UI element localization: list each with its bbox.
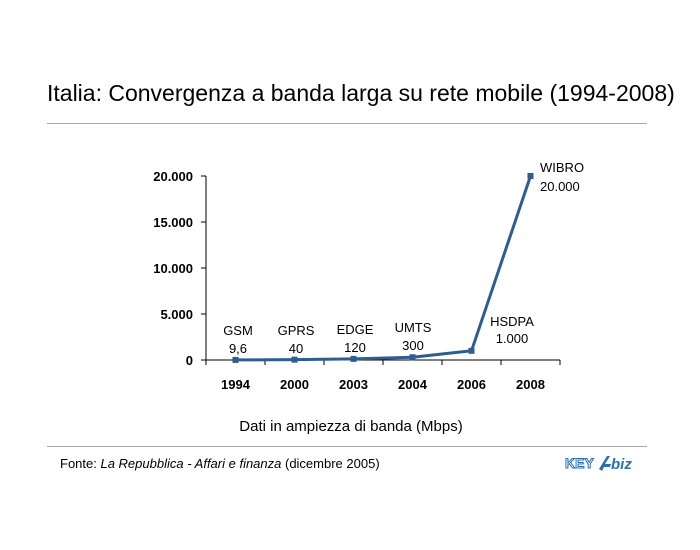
y-tick-label: 5.000	[160, 307, 193, 322]
point-label-value: 9,6	[229, 341, 247, 356]
data-point	[409, 354, 416, 361]
x-tick-label: 2008	[516, 377, 545, 392]
line-chart: 0 5.000 10.000 15.000 20.000 1994 2000 2003 2004…	[153, 160, 584, 435]
series-line	[235, 175, 532, 362]
x-tick-label: 2004	[398, 377, 428, 392]
point-label-value: 40	[289, 341, 303, 356]
y-tick-label: 20.000	[153, 169, 193, 184]
logo-text-left: KEY	[565, 455, 594, 471]
y-tick-label: 0	[186, 353, 193, 368]
point-label-tech: UMTS	[395, 320, 432, 335]
chart-title: Italia: Convergenza a banda larga su ret…	[47, 80, 675, 106]
point-label-tech: HSDPA	[490, 314, 534, 329]
x-tick-label: 2003	[339, 377, 368, 392]
point-label-value: 300	[402, 338, 424, 353]
x-tick-label: 2000	[280, 377, 309, 392]
point-label-value: 1.000	[496, 331, 529, 346]
logo-arrow-icon	[599, 456, 611, 471]
data-point	[291, 356, 298, 363]
source-publication: La Repubblica - Affari e finanza	[100, 456, 282, 471]
data-point	[468, 347, 475, 354]
source-note: Fonte: La Repubblica - Affari e finanza …	[60, 456, 380, 471]
key4biz-logo: KEY biz	[565, 455, 633, 474]
x-tick-label: 1994	[221, 377, 251, 392]
data-point	[232, 356, 239, 363]
y-tick-label: 15.000	[153, 215, 193, 230]
point-label-tech: GSM	[223, 323, 253, 338]
point-label-tech: GPRS	[278, 323, 315, 338]
x-axis-title: Dati in ampiezza di banda (Mbps)	[239, 418, 462, 435]
source-date: (dicembre 2005)	[281, 456, 380, 471]
point-label-value: 20.000	[540, 179, 580, 194]
data-point	[350, 355, 357, 362]
point-label-tech: WIBRO	[540, 160, 584, 175]
source-prefix: Fonte:	[60, 456, 101, 471]
point-label-value: 120	[344, 340, 366, 355]
y-tick-label: 10.000	[153, 261, 193, 276]
bottom-divider	[47, 446, 647, 447]
point-label-tech: EDGE	[337, 322, 374, 337]
top-divider	[47, 123, 647, 124]
x-tick-label: 2006	[457, 377, 486, 392]
data-point	[527, 173, 534, 179]
logo-text-right: biz	[611, 456, 632, 473]
